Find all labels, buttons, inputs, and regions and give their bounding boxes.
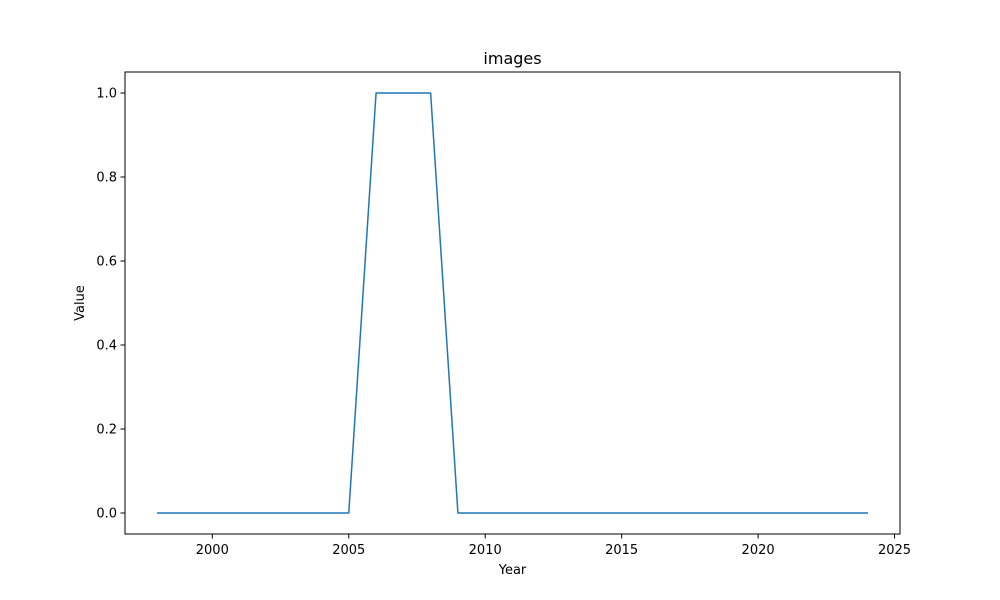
x-tick-label-1: 2005 [332,543,365,558]
x-tick-label-2: 2010 [469,543,502,558]
plot-frame [124,71,901,535]
x-tick-label-3: 2015 [605,543,638,558]
axes: 2000 2005 2010 2015 2020 2025 0.0 0.2 0.4 0.6 0.8 1… [96,71,911,558]
y-tick-label-4: 0.8 [96,171,117,186]
x-tick-label-5: 2025 [878,543,911,558]
y-tick-label-3: 0.6 [96,255,117,270]
y-tick-label-2: 0.4 [96,339,117,354]
x-tick-label-4: 2020 [742,543,775,558]
x-tick-label-0: 2000 [196,543,229,558]
y-axis-label: Value [73,285,88,321]
y-tick-label-5: 1.0 [96,87,117,102]
plot-area [157,92,868,514]
series-line-0 [157,92,868,514]
x-axis-label: Year [498,563,527,578]
y-tick-label-0: 0.0 [96,507,117,522]
chart-title: images [483,49,541,68]
y-tick-label-1: 0.2 [96,423,117,438]
